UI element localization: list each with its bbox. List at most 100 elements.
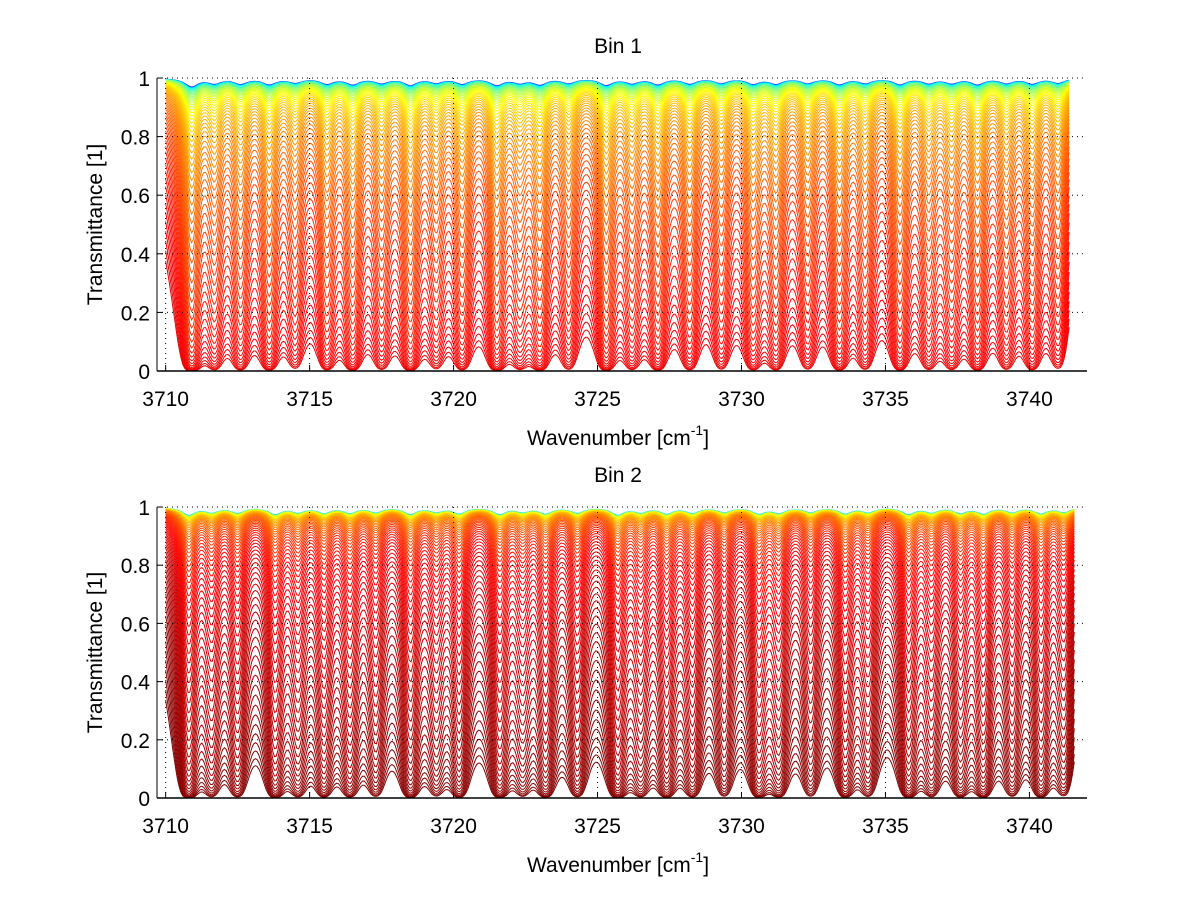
series-line — [165, 104, 1070, 235]
series-line — [165, 650, 1075, 796]
series-line — [165, 624, 1075, 790]
series-line — [165, 509, 1075, 529]
series-group — [165, 507, 1075, 799]
series-line — [165, 512, 1075, 543]
y-tick-label: 0.8 — [121, 555, 150, 578]
series-line — [165, 81, 1070, 111]
x-tick-labels: 3710 3715 3720 3725 3730 3735 3740 — [142, 388, 1052, 411]
y-tick-label: 0.6 — [121, 185, 150, 208]
axes-frame — [156, 77, 1087, 372]
series-line — [165, 80, 1070, 101]
x-axis-label-end: ] — [703, 427, 709, 450]
series-line — [165, 670, 1075, 798]
series-line — [165, 115, 1070, 275]
series-line — [165, 575, 1075, 750]
series-line — [165, 79, 1070, 98]
series-line — [165, 81, 1070, 106]
x-axis-label: Wavenumber [cm-1] — [527, 422, 709, 450]
series-line — [165, 83, 1070, 125]
x-tick-label: 3720 — [430, 815, 477, 838]
series-line — [165, 538, 1075, 664]
series-line — [165, 94, 1070, 190]
x-axis-label: Wavenumber [cm-1] — [527, 849, 709, 877]
series-line — [165, 615, 1075, 786]
series-line — [165, 569, 1075, 741]
series-line — [165, 82, 1070, 117]
x-tick-label: 3710 — [142, 388, 189, 411]
series-line — [165, 145, 1070, 337]
series-line — [165, 135, 1070, 321]
series-line — [165, 510, 1075, 533]
x-tick-label: 3730 — [718, 815, 765, 838]
x-tick-labels: 3710 3715 3720 3725 3730 3735 3740 — [142, 815, 1052, 838]
x-tick-label: 3740 — [1006, 388, 1053, 411]
series-line — [165, 88, 1070, 154]
series-line — [165, 221, 1070, 371]
series-line — [165, 526, 1075, 619]
series-line — [165, 118, 1070, 285]
y-tick-labels: 0 0.2 0.4 0.6 0.8 1 — [121, 68, 151, 384]
chart-title: Bin 2 — [594, 464, 642, 487]
series-line — [165, 81, 1070, 108]
series-line — [165, 518, 1075, 578]
y-axis-label: Transmittance [1] — [84, 144, 107, 305]
series-line — [165, 525, 1075, 611]
series-line — [165, 535, 1075, 654]
series-line — [165, 508, 1075, 520]
series-line — [165, 564, 1075, 733]
series-line — [165, 560, 1075, 723]
series-line — [165, 99, 1070, 216]
series-line — [165, 520, 1075, 590]
series-line — [165, 92, 1070, 182]
y-tick-label: 0.4 — [121, 244, 151, 267]
y-tick-label: 0 — [138, 361, 150, 384]
series-line — [165, 83, 1070, 121]
x-axis-label-sup: -1 — [691, 422, 704, 438]
series-line — [165, 515, 1075, 562]
series-line — [165, 533, 1075, 645]
series-line — [165, 513, 1075, 554]
series-line — [165, 516, 1075, 567]
series-line — [165, 231, 1070, 371]
series-line — [165, 89, 1070, 160]
series-line — [165, 632, 1075, 792]
x-axis-label-end: ] — [703, 854, 709, 877]
x-tick-label: 3715 — [286, 815, 333, 838]
series-line — [165, 101, 1070, 225]
y-tick-label: 0.8 — [121, 127, 150, 150]
series-line — [165, 608, 1075, 782]
y-tick-label: 0.6 — [121, 613, 150, 636]
series-group — [165, 78, 1070, 372]
series-line — [165, 551, 1075, 704]
series-line — [165, 97, 1070, 207]
series-line — [165, 517, 1075, 572]
series-line — [165, 587, 1075, 765]
y-axis-label: Transmittance [1] — [84, 572, 107, 733]
axes-bin-2: 3710 3715 3720 3725 3730 3735 3740 00.20.40.60… — [84, 464, 1087, 877]
series-line — [165, 84, 1070, 133]
x-tick-label: 3715 — [286, 388, 333, 411]
y-tick-label: 0.4 — [121, 672, 151, 695]
series-line — [165, 106, 1070, 244]
series-line — [165, 519, 1075, 584]
series-line — [165, 600, 1075, 777]
series-line — [165, 79, 1070, 95]
series-line — [165, 514, 1075, 558]
x-tick-label: 3730 — [718, 388, 765, 411]
y-tick-labels: 0 0.2 0.4 0.6 0.8 1 — [121, 497, 151, 811]
series-line — [165, 194, 1070, 367]
series-line — [165, 90, 1070, 167]
y-tick-label: 0.2 — [121, 730, 150, 753]
series-line — [165, 541, 1075, 674]
y-tick-label: 1 — [138, 68, 150, 91]
y-tick-label: 0 — [138, 788, 150, 811]
series-line — [165, 509, 1075, 527]
series-line — [165, 164, 1070, 354]
x-axis-label-sup: -1 — [691, 849, 704, 865]
series-line — [165, 151, 1070, 343]
series-line — [165, 641, 1075, 794]
x-tick-label: 3720 — [430, 388, 477, 411]
series-line — [165, 508, 1075, 524]
series-line — [165, 240, 1070, 371]
series-line — [165, 84, 1070, 129]
